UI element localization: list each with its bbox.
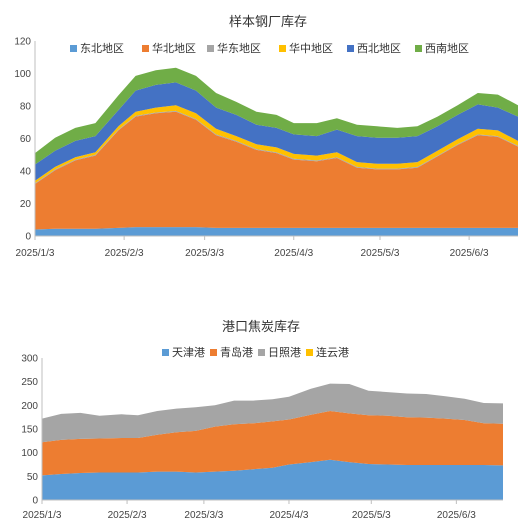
legend-swatch <box>306 349 313 356</box>
y-tick-label: 40 <box>20 167 32 178</box>
x-tick-label: 2025/4/3 <box>269 510 308 521</box>
legend-item: 西北地区 <box>347 42 401 55</box>
y-tick-label: 300 <box>21 354 38 365</box>
y-tick-label: 120 <box>14 37 31 48</box>
legend-label: 华北地区 <box>152 41 196 55</box>
series-area-1 <box>42 459 503 500</box>
y-tick-label: 0 <box>32 496 38 507</box>
y-tick-label: 80 <box>20 102 32 113</box>
chart-title: 港口焦炭库存 <box>222 319 300 334</box>
legend-item: 华北地区 <box>142 41 196 55</box>
legend-label: 连云港 <box>316 346 349 359</box>
y-tick-label: 150 <box>21 425 38 436</box>
y-tick-label: 50 <box>27 472 39 483</box>
y-tick-label: 100 <box>21 448 38 459</box>
series-area-3 <box>42 383 503 443</box>
legend-item: 日照港 <box>258 346 301 359</box>
series-area-1 <box>35 227 518 236</box>
x-tick-label: 2025/1/3 <box>16 248 55 259</box>
legend-label: 日照港 <box>268 346 301 359</box>
legend-swatch <box>142 45 149 52</box>
legend-label: 西北地区 <box>357 42 401 55</box>
legend-swatch <box>415 45 422 52</box>
legend-swatch <box>258 349 265 356</box>
series-area-5 <box>35 82 518 181</box>
legend-swatch <box>347 45 354 52</box>
x-tick-label: 2025/6/3 <box>450 248 489 259</box>
chart-title: 样本钢厂库存 <box>229 14 307 29</box>
x-tick-label: 2025/1/3 <box>23 510 62 521</box>
series-area-2 <box>42 411 503 476</box>
y-tick-label: 250 <box>21 377 38 388</box>
legend-label: 天津港 <box>172 346 205 359</box>
legend-swatch <box>207 45 214 52</box>
legend-swatch <box>162 349 169 356</box>
legend-swatch <box>279 45 286 52</box>
legend-swatch <box>210 349 217 356</box>
legend-label: 东北地区 <box>80 42 124 55</box>
x-tick-label: 2025/2/3 <box>105 248 144 259</box>
legend-item: 华东地区 <box>207 41 261 55</box>
y-tick-label: 60 <box>20 134 32 145</box>
legend-label: 西南地区 <box>425 42 469 55</box>
y-tick-label: 20 <box>20 199 32 210</box>
legend-item: 东北地区 <box>70 42 124 55</box>
y-tick-label: 200 <box>21 401 38 412</box>
x-tick-label: 2025/6/3 <box>437 510 476 521</box>
x-tick-label: 2025/4/3 <box>274 248 313 259</box>
x-tick-label: 2025/3/3 <box>184 510 223 521</box>
y-tick-label: 100 <box>14 69 31 80</box>
legend-label: 华东地区 <box>217 41 261 55</box>
series-area-6 <box>35 67 518 165</box>
legend-item: 连云港 <box>306 346 349 359</box>
x-tick-label: 2025/3/3 <box>185 248 224 259</box>
x-tick-label: 2025/2/3 <box>108 510 147 521</box>
legend-item: 华中地区 <box>279 41 333 55</box>
series-area-2 <box>35 111 518 230</box>
x-tick-label: 2025/5/3 <box>361 248 400 259</box>
legend-label: 青岛港 <box>220 345 253 359</box>
legend-item: 天津港 <box>162 346 205 359</box>
y-tick-label: 0 <box>25 232 31 243</box>
legend-item: 西南地区 <box>415 42 469 55</box>
legend-item: 青岛港 <box>210 345 253 359</box>
legend-label: 华中地区 <box>289 41 333 55</box>
legend-swatch <box>70 45 77 52</box>
x-tick-label: 2025/5/3 <box>352 510 391 521</box>
